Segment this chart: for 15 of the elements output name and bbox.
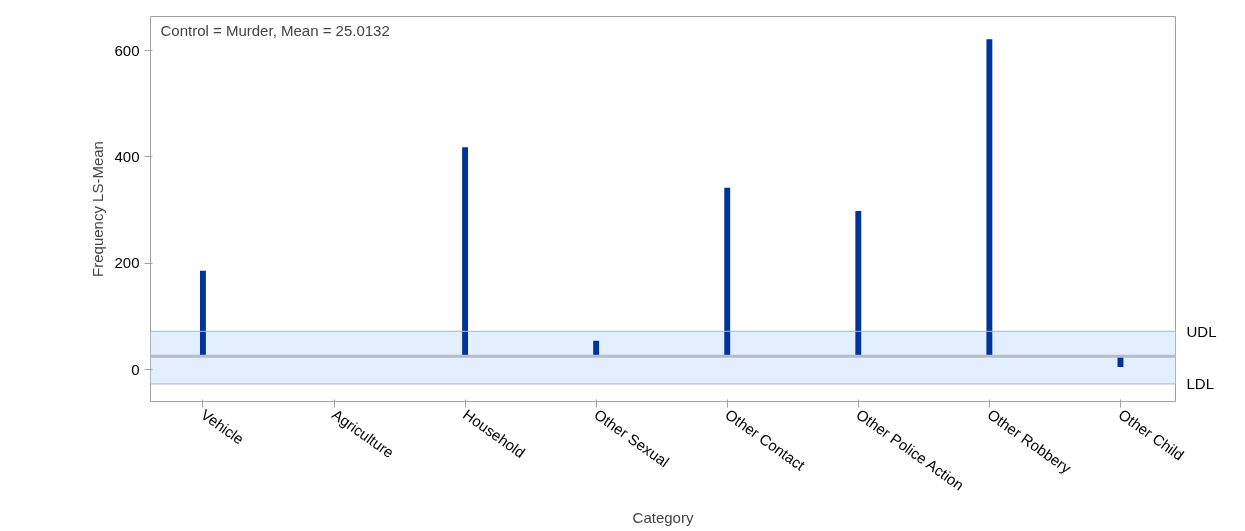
x-axis-title: Category: [632, 508, 694, 526]
bar: [724, 187, 731, 357]
y-tick-label: 0: [131, 360, 140, 378]
annotation: Control = Murder, Mean = 25.0132: [160, 21, 390, 39]
bar: [855, 211, 862, 357]
y-tick-label: 200: [114, 254, 140, 272]
bar: [199, 270, 206, 357]
bar: [462, 147, 469, 357]
ref-line-label: LDL: [1186, 375, 1215, 393]
y-tick-label: 400: [114, 147, 140, 165]
ref-line-label: UDL: [1186, 322, 1217, 340]
bar: [986, 39, 993, 357]
y-axis-title: Frequency LS-Mean: [89, 141, 107, 277]
bar: [593, 340, 600, 357]
y-tick-label: 600: [114, 41, 140, 59]
